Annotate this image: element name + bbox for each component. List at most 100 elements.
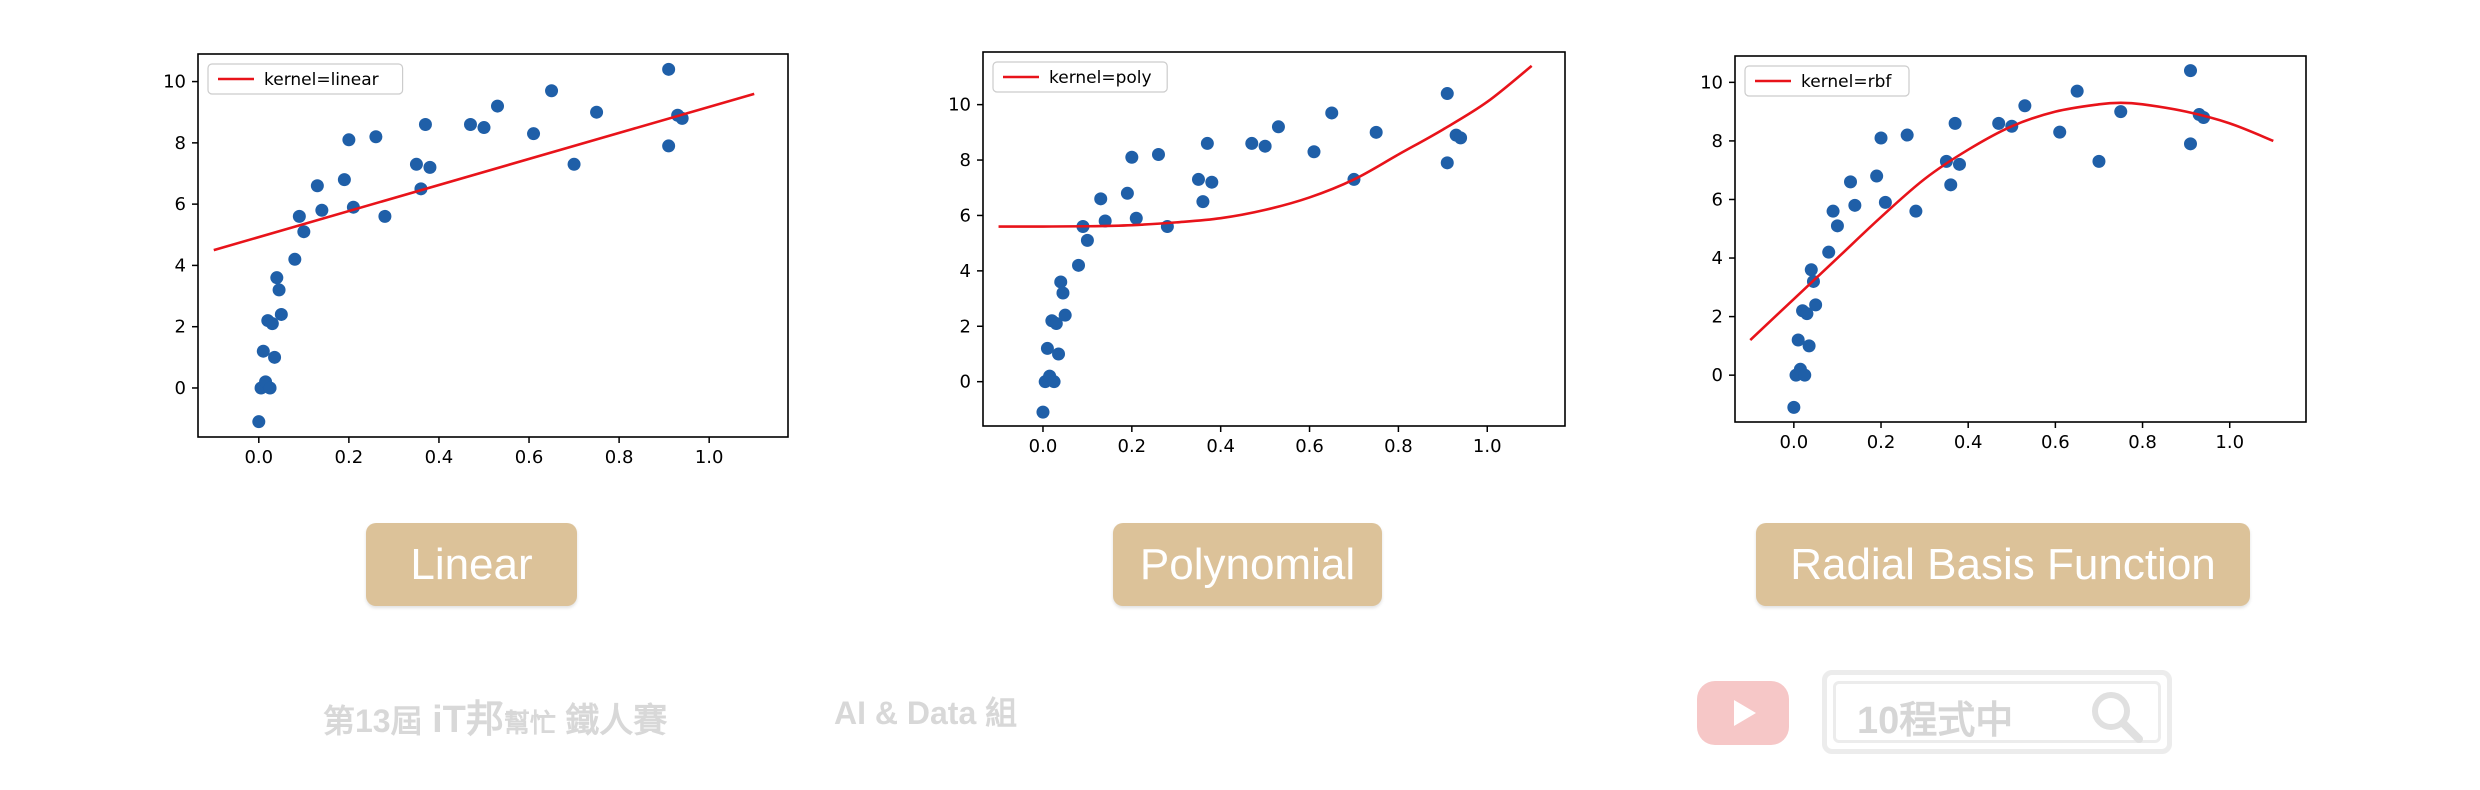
data-point [1245, 136, 1259, 150]
y-tick-label: 4 [175, 255, 186, 276]
x-tick-label: 0.4 [1206, 436, 1235, 457]
x-tick-label: 0.2 [1118, 436, 1147, 457]
data-point [1072, 258, 1086, 272]
legend-box [992, 61, 1168, 93]
y-tick-label: 2 [175, 317, 186, 338]
data-point [297, 225, 311, 239]
data-point [1844, 175, 1858, 189]
data-point [1307, 145, 1321, 159]
data-point [527, 127, 541, 141]
rbf-chart: 0.0 0.2 0.4 0.6 0.8 1.0 0 2 4 6 8 10 kernel=rbf [1700, 55, 2307, 453]
youtube-icon[interactable] [1697, 681, 1789, 745]
data-point [418, 117, 432, 131]
data-point [1369, 125, 1383, 139]
x-tick-label: 0.0 [1029, 436, 1058, 457]
x-tick-label: 0.4 [1954, 432, 1983, 453]
y-tick-label: 10 [948, 95, 971, 116]
event-suffix: 鐵人賽 [565, 702, 668, 740]
x-tick-label: 0.2 [1867, 432, 1896, 453]
channel-search-box[interactable]: 10程式中 [1822, 670, 2172, 754]
data-point [1802, 339, 1816, 353]
fit-line [1749, 101, 2274, 341]
poly-chart: 0.0 0.2 0.4 0.6 0.8 1.0 0 2 4 6 8 10 kernel=poly [948, 51, 1566, 457]
data-point [1271, 120, 1285, 134]
data-point [1874, 131, 1888, 145]
data-point [1200, 136, 1214, 150]
axes-frame [1734, 55, 2307, 423]
data-point [491, 99, 505, 113]
data-point [1830, 219, 1844, 233]
linear-caption-button[interactable]: Linear [366, 523, 577, 606]
poly-caption-button[interactable]: Polynomial [1113, 523, 1382, 606]
data-point [477, 121, 491, 135]
event-small: 幫忙 [503, 708, 556, 738]
data-point [1952, 157, 1966, 171]
data-point [1056, 286, 1070, 300]
y-tick-label: 0 [960, 372, 971, 393]
y-tick-label: 4 [1712, 248, 1723, 269]
data-point [1040, 341, 1054, 355]
fit-line [213, 92, 755, 252]
scatter-points [252, 62, 689, 429]
data-point [1325, 106, 1339, 120]
fit-line [998, 64, 1533, 228]
data-point [263, 381, 277, 395]
event-title: 第13屆 iT邦幫忙 鐵人賽 [323, 688, 667, 743]
axes-frame [982, 51, 1566, 427]
legend-box [1744, 65, 1910, 97]
data-point [310, 179, 324, 193]
data-point [369, 130, 383, 144]
data-point [378, 209, 392, 223]
data-point [1791, 333, 1805, 347]
data-point [1191, 172, 1205, 186]
rbf-caption-button[interactable]: Radial Basis Function [1756, 523, 2250, 606]
data-point [463, 117, 477, 131]
data-point [252, 415, 266, 429]
data-point [2114, 105, 2128, 119]
data-point [1094, 192, 1108, 206]
y-tick-label: 2 [1712, 307, 1723, 328]
data-point [567, 157, 581, 171]
y-tick-label: 6 [1712, 189, 1723, 210]
data-point [2092, 154, 2106, 168]
data-point [268, 350, 282, 364]
x-tick-label: 0.0 [1780, 432, 1809, 453]
data-point [1440, 87, 1454, 101]
data-point [590, 105, 604, 119]
data-point [1870, 169, 1884, 183]
legend-box [207, 63, 404, 95]
data-point [256, 344, 270, 358]
data-point [270, 271, 284, 285]
data-point [1798, 368, 1812, 382]
data-point [2018, 99, 2032, 113]
data-point [662, 62, 676, 76]
data-point [1196, 195, 1210, 209]
data-point [1080, 233, 1094, 247]
data-point [315, 203, 329, 217]
search-box-inner [1833, 681, 2161, 743]
x-tick-label: 0.0 [244, 447, 273, 468]
data-point [1049, 316, 1063, 330]
data-point [1826, 204, 1840, 218]
data-point [337, 173, 351, 187]
data-point [1948, 116, 1962, 130]
data-point [1454, 131, 1468, 145]
data-point [2070, 84, 2084, 98]
event-brand: iT邦 [432, 699, 504, 741]
x-tick-label: 1.0 [695, 447, 724, 468]
data-point [1052, 347, 1066, 361]
y-tick-label: 8 [175, 133, 186, 154]
data-point [1440, 156, 1454, 170]
y-tick-label: 4 [960, 261, 971, 282]
data-point [1129, 211, 1143, 225]
x-tick-label: 1.0 [2215, 432, 2244, 453]
legend-label: kernel=rbf [1801, 72, 1892, 92]
data-point [1822, 245, 1836, 259]
data-point [292, 209, 306, 223]
data-point [1205, 175, 1219, 189]
search-icon[interactable] [2089, 689, 2145, 745]
scatter-points [1036, 87, 1468, 419]
data-point [1809, 298, 1823, 312]
data-point [662, 139, 676, 153]
y-tick-label: 8 [960, 150, 971, 171]
